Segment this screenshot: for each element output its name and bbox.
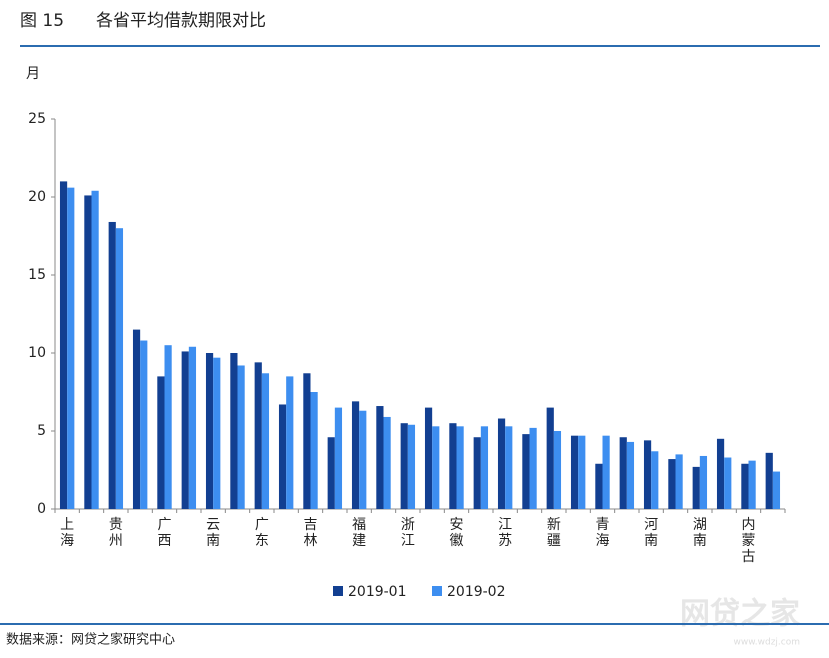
bar: [699, 455, 708, 509]
x-tick-label: 福建: [352, 517, 366, 549]
watermark-url: www.wdzj.com: [734, 638, 801, 648]
bar: [278, 404, 287, 509]
bar: [108, 221, 116, 509]
bar: [692, 466, 700, 509]
y-tick-label: 0: [37, 501, 46, 517]
x-tick-label: 吉林: [304, 517, 318, 549]
bar: [643, 440, 652, 509]
y-axis-label: 月: [26, 66, 40, 82]
bar: [595, 463, 603, 509]
figure-number: 图 15: [20, 11, 64, 31]
x-tick-label: 青海: [596, 517, 610, 549]
bar: [619, 437, 627, 509]
bar: [473, 437, 481, 509]
bar: [748, 460, 756, 509]
bar: [546, 407, 554, 509]
bar: [480, 426, 489, 509]
x-tick-label: 云南: [206, 517, 220, 549]
bar: [115, 228, 124, 509]
bar: [84, 195, 92, 509]
bar: [286, 376, 294, 509]
bar: [602, 435, 610, 509]
bar: [59, 181, 68, 509]
bar: [213, 357, 221, 509]
bar: [91, 190, 99, 509]
bar: [164, 345, 172, 509]
bar: [456, 426, 464, 509]
y-tick-label: 15: [28, 267, 46, 283]
legend-label: 2019-01: [348, 584, 407, 600]
y-tick-label: 25: [28, 111, 46, 127]
x-tick-label: 江苏: [498, 517, 512, 549]
bar: [407, 424, 416, 509]
bar: [716, 438, 725, 509]
bar: [254, 362, 262, 509]
x-tick-label: 浙江: [401, 517, 415, 549]
bar: [424, 407, 433, 509]
x-tick-label: 安徽: [450, 517, 464, 549]
x-tick-label: 湖南: [693, 517, 707, 549]
bar: [157, 376, 165, 509]
bar: [67, 187, 75, 509]
bar: [505, 426, 513, 509]
bar: [651, 451, 659, 509]
bar: [578, 435, 586, 509]
source: 数据来源：网贷之家研究中心: [6, 632, 175, 648]
bar: [497, 418, 506, 509]
bar: [741, 463, 749, 509]
bar: [626, 441, 635, 509]
bar: [772, 471, 781, 509]
bar: [303, 373, 311, 509]
legend-swatch: [432, 586, 442, 596]
bar: [327, 437, 335, 509]
bar: [400, 423, 408, 509]
x-tick-label: 河南: [644, 517, 658, 549]
bar: [351, 401, 360, 509]
bar: [668, 459, 676, 509]
bar: [140, 340, 148, 509]
bar: [449, 423, 457, 509]
bar: [675, 454, 683, 509]
bar: [334, 407, 343, 509]
bar: [205, 353, 214, 509]
bar: [765, 452, 773, 509]
bar: [359, 410, 367, 509]
chart-title: 各省平均借款期限对比: [96, 11, 266, 31]
bar: [522, 434, 530, 509]
y-tick-label: 5: [37, 423, 46, 439]
bar: [724, 457, 732, 509]
bar: [432, 426, 440, 509]
legend-swatch: [333, 586, 343, 596]
y-tick-label: 20: [28, 189, 46, 205]
watermark: 网贷之家: [680, 597, 800, 632]
x-tick-label: 新疆: [547, 517, 561, 549]
x-tick-label: 内蒙古: [742, 517, 756, 565]
bar: [310, 392, 318, 509]
bar: [188, 346, 197, 509]
bar: [553, 431, 562, 509]
bar: [529, 427, 537, 509]
legend-label: 2019-02: [447, 584, 506, 600]
bar: [132, 329, 141, 509]
bar: [383, 416, 391, 509]
bar: [570, 435, 579, 509]
x-tick-label: 广东: [255, 517, 269, 549]
x-tick-label: 上海: [60, 517, 74, 549]
bar: [261, 373, 270, 509]
bar: [237, 365, 245, 509]
x-tick-label: 广西: [158, 517, 172, 549]
bar: [376, 406, 384, 509]
bar: [230, 353, 238, 509]
y-tick-label: 10: [28, 345, 46, 361]
bar: [181, 351, 189, 509]
x-tick-label: 贵州: [109, 517, 123, 549]
